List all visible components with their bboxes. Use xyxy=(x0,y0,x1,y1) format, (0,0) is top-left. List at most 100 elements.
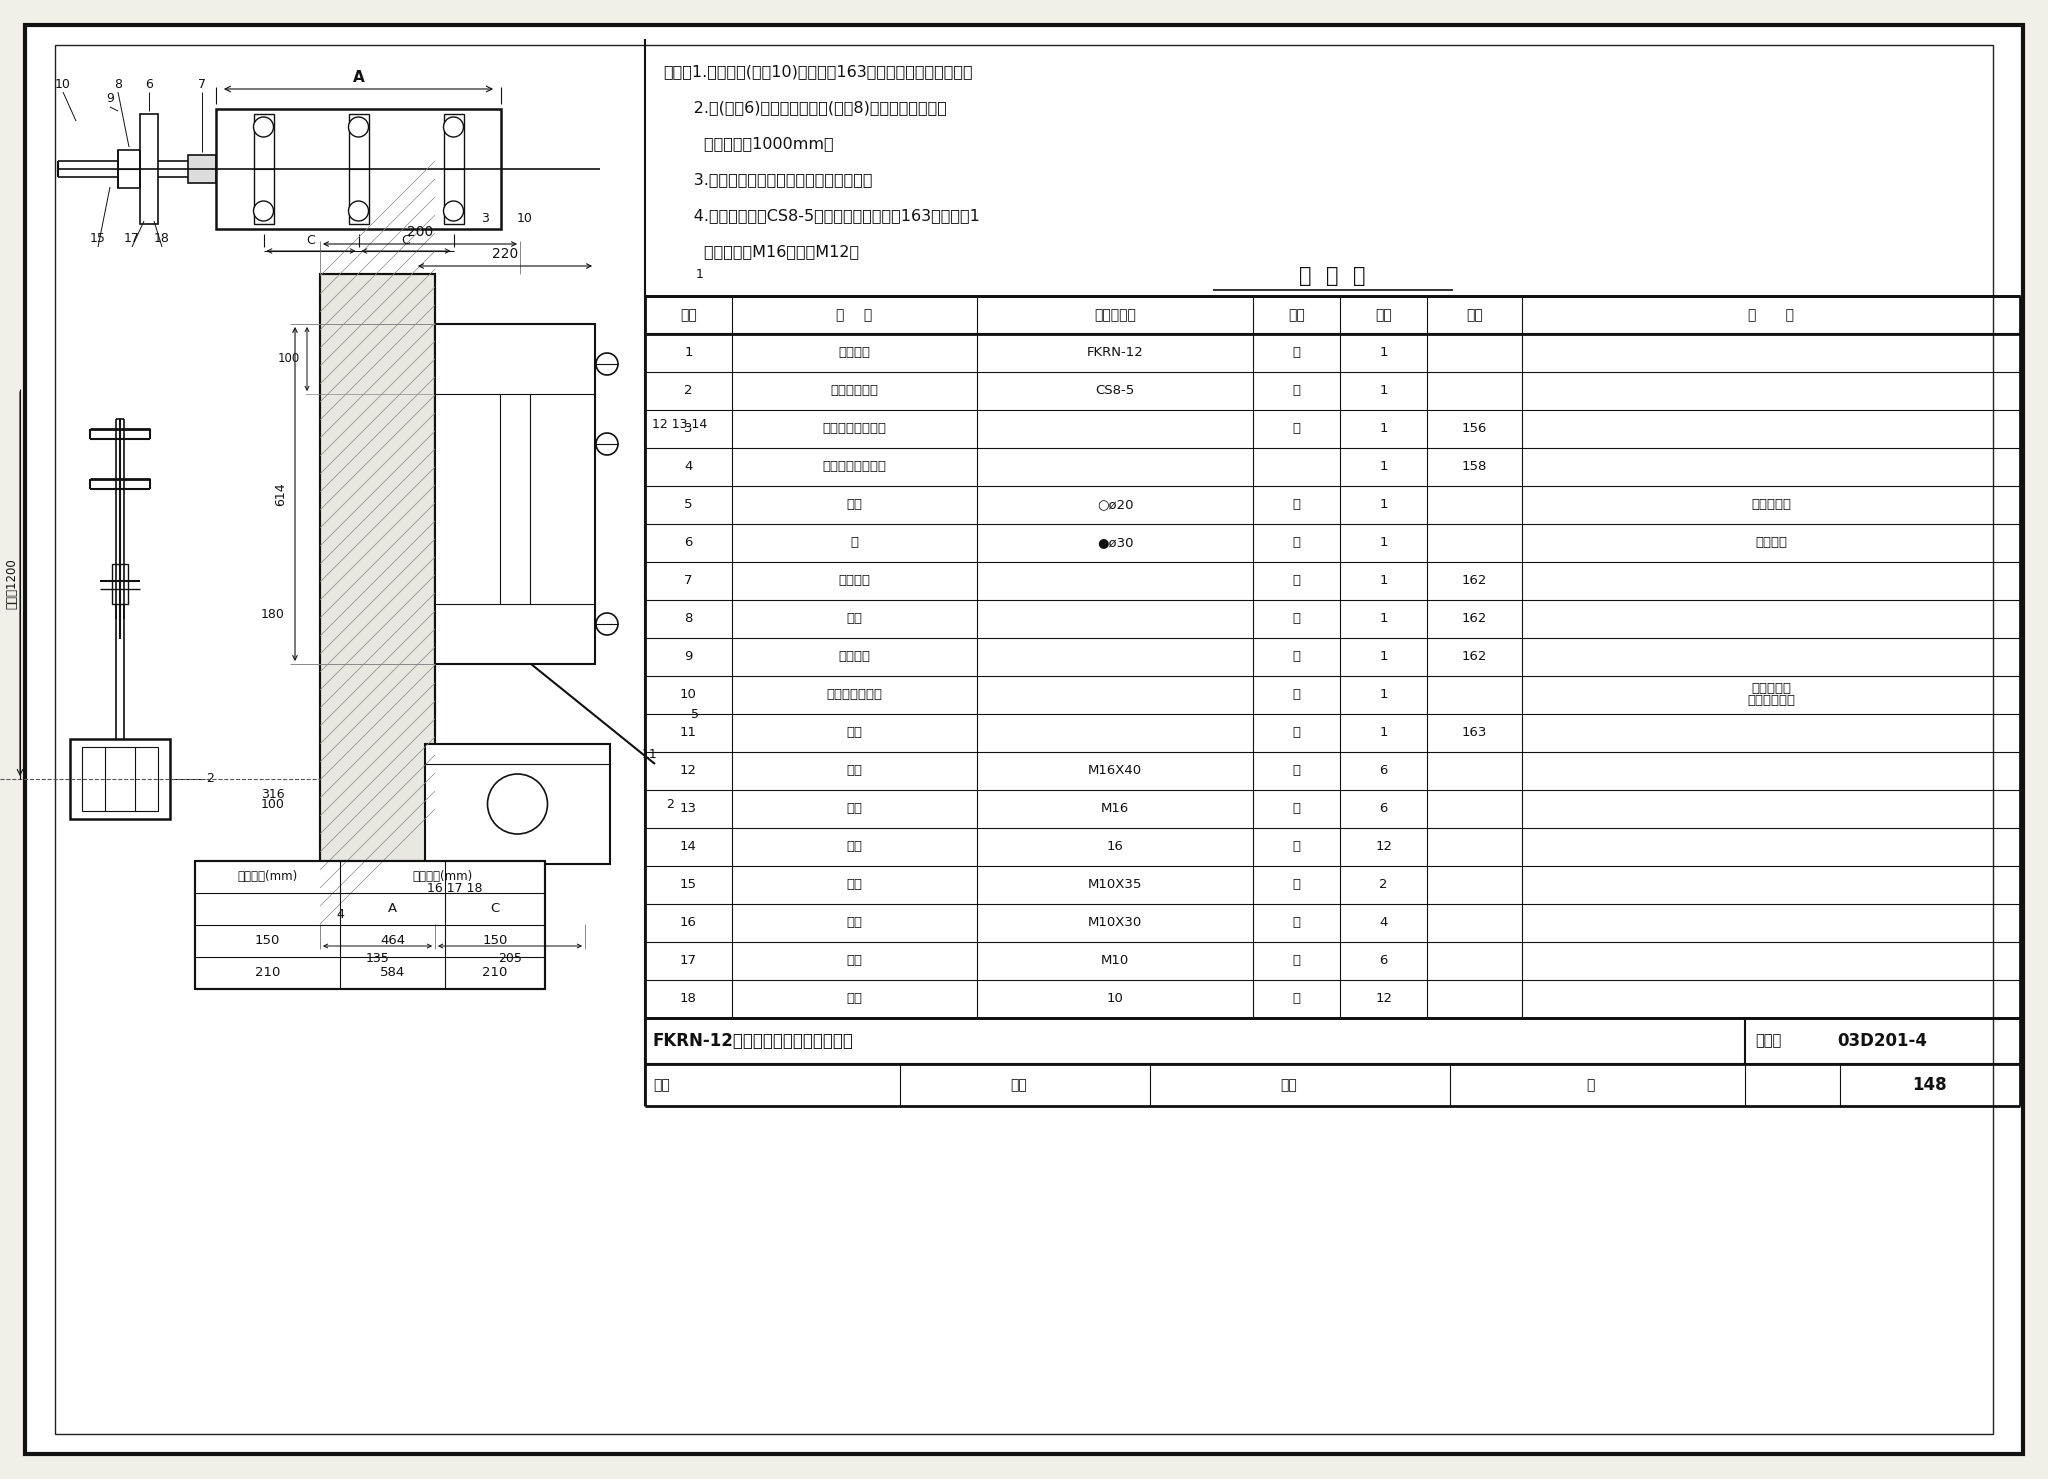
Bar xyxy=(139,114,158,223)
Text: 个: 个 xyxy=(1292,765,1300,778)
Text: 12 13 14: 12 13 14 xyxy=(653,417,709,430)
Text: M16: M16 xyxy=(1102,803,1128,815)
Text: 个: 个 xyxy=(1292,423,1300,435)
Text: 1: 1 xyxy=(1380,537,1389,550)
Text: 6: 6 xyxy=(145,77,154,90)
Text: 说明：1.弯形拐臂(零件10)也可用第163页上的直叉形接头代替。: 说明：1.弯形拐臂(零件10)也可用第163页上的直叉形接头代替。 xyxy=(664,64,973,78)
Text: 负荷开关安装支架: 负荷开关安装支架 xyxy=(823,423,887,435)
Text: 162: 162 xyxy=(1462,612,1487,626)
Text: 弯形拐臂随: 弯形拐臂随 xyxy=(1751,682,1790,695)
Bar xyxy=(434,324,596,664)
Circle shape xyxy=(254,117,274,138)
Text: 个: 个 xyxy=(1292,803,1300,815)
Text: C: C xyxy=(307,235,315,247)
Text: 150: 150 xyxy=(254,935,281,948)
Circle shape xyxy=(444,117,463,138)
Bar xyxy=(319,274,434,924)
Text: 464: 464 xyxy=(381,935,406,948)
Bar xyxy=(119,149,139,188)
Text: 名    称: 名 称 xyxy=(836,308,872,322)
Text: A: A xyxy=(387,902,397,916)
Text: 距离不超过1000mm。: 距离不超过1000mm。 xyxy=(664,136,834,151)
Text: CS8-5: CS8-5 xyxy=(1096,385,1135,398)
Text: 个: 个 xyxy=(1292,726,1300,740)
Bar xyxy=(254,114,274,223)
Circle shape xyxy=(348,201,369,220)
Text: 螺栓: 螺栓 xyxy=(846,879,862,892)
Text: 12: 12 xyxy=(1374,992,1393,1006)
Text: 205: 205 xyxy=(498,951,522,964)
Circle shape xyxy=(348,117,369,138)
Text: 1: 1 xyxy=(1380,612,1389,626)
Text: 型号及规格: 型号及规格 xyxy=(1094,308,1137,322)
Text: 备      注: 备 注 xyxy=(1747,308,1794,322)
Text: 设计决定: 设计决定 xyxy=(1755,537,1788,550)
Text: 螺母: 螺母 xyxy=(846,954,862,967)
Text: 150: 150 xyxy=(483,935,508,948)
Text: 6: 6 xyxy=(684,537,692,550)
Text: ○ø20: ○ø20 xyxy=(1098,498,1133,512)
Text: 距地面1200: 距地面1200 xyxy=(6,559,18,609)
Text: 1: 1 xyxy=(1380,498,1389,512)
Text: 9: 9 xyxy=(106,93,115,105)
Bar xyxy=(188,155,215,183)
Text: 轴臂及弯形拐臂: 轴臂及弯形拐臂 xyxy=(825,689,883,701)
Text: 操动机构安装支架: 操动机构安装支架 xyxy=(823,460,887,473)
Text: 163: 163 xyxy=(1462,726,1487,740)
Text: 15: 15 xyxy=(680,879,696,892)
Text: 校对: 校对 xyxy=(1010,1078,1026,1092)
Text: 1: 1 xyxy=(1380,423,1389,435)
Text: 单位: 单位 xyxy=(1288,308,1305,322)
Bar xyxy=(444,114,463,223)
Text: 图集号: 图集号 xyxy=(1755,1034,1782,1049)
Text: 10: 10 xyxy=(1106,992,1124,1006)
Text: 135: 135 xyxy=(367,951,389,964)
Text: 100: 100 xyxy=(279,352,299,365)
Text: 3: 3 xyxy=(684,423,692,435)
Text: 审核: 审核 xyxy=(653,1078,670,1092)
Circle shape xyxy=(596,433,618,456)
Text: 个: 个 xyxy=(1292,992,1300,1006)
Text: 210: 210 xyxy=(254,966,281,979)
Text: 负荷开关: 负荷开关 xyxy=(838,346,870,359)
Text: 根: 根 xyxy=(1292,498,1300,512)
Text: 个: 个 xyxy=(1292,954,1300,967)
Circle shape xyxy=(596,353,618,376)
Text: 设计: 设计 xyxy=(1280,1078,1296,1092)
Text: 轴连接套: 轴连接套 xyxy=(838,574,870,587)
Text: 210: 210 xyxy=(483,966,508,979)
Text: 2: 2 xyxy=(666,797,674,810)
Text: 螺杆: 螺杆 xyxy=(846,726,862,740)
Text: 10: 10 xyxy=(55,77,72,90)
Text: 12: 12 xyxy=(1374,840,1393,853)
Text: 148: 148 xyxy=(1913,1077,1948,1094)
Bar xyxy=(195,861,545,989)
Text: 轴: 轴 xyxy=(850,537,858,550)
Text: 相中心距(mm): 相中心距(mm) xyxy=(238,871,297,883)
Text: 1: 1 xyxy=(1380,726,1389,740)
Text: 手力操动机构: 手力操动机构 xyxy=(829,385,879,398)
Circle shape xyxy=(444,201,463,220)
Text: 16: 16 xyxy=(1106,840,1124,853)
Text: 6: 6 xyxy=(1380,954,1389,967)
Text: 8: 8 xyxy=(684,612,692,626)
Text: 根: 根 xyxy=(1292,537,1300,550)
Text: 长度由工程: 长度由工程 xyxy=(1751,498,1790,512)
Text: 4: 4 xyxy=(1380,917,1389,929)
Text: 1: 1 xyxy=(1380,689,1389,701)
Bar xyxy=(426,744,610,864)
Text: 11: 11 xyxy=(680,726,696,740)
Text: 9: 9 xyxy=(684,651,692,664)
Text: 数量: 数量 xyxy=(1376,308,1393,322)
Text: 180: 180 xyxy=(262,608,285,621)
Text: 螺栓: 螺栓 xyxy=(846,765,862,778)
Text: 拉杆: 拉杆 xyxy=(846,498,862,512)
Text: 台: 台 xyxy=(1292,346,1300,359)
Text: 垫圈: 垫圈 xyxy=(846,992,862,1006)
Text: 1: 1 xyxy=(1380,346,1389,359)
Text: ●ø30: ●ø30 xyxy=(1098,537,1133,550)
Text: 220: 220 xyxy=(492,247,518,260)
Text: 1: 1 xyxy=(1380,385,1389,398)
Text: 18: 18 xyxy=(154,232,170,246)
Text: 轴承: 轴承 xyxy=(846,612,862,626)
